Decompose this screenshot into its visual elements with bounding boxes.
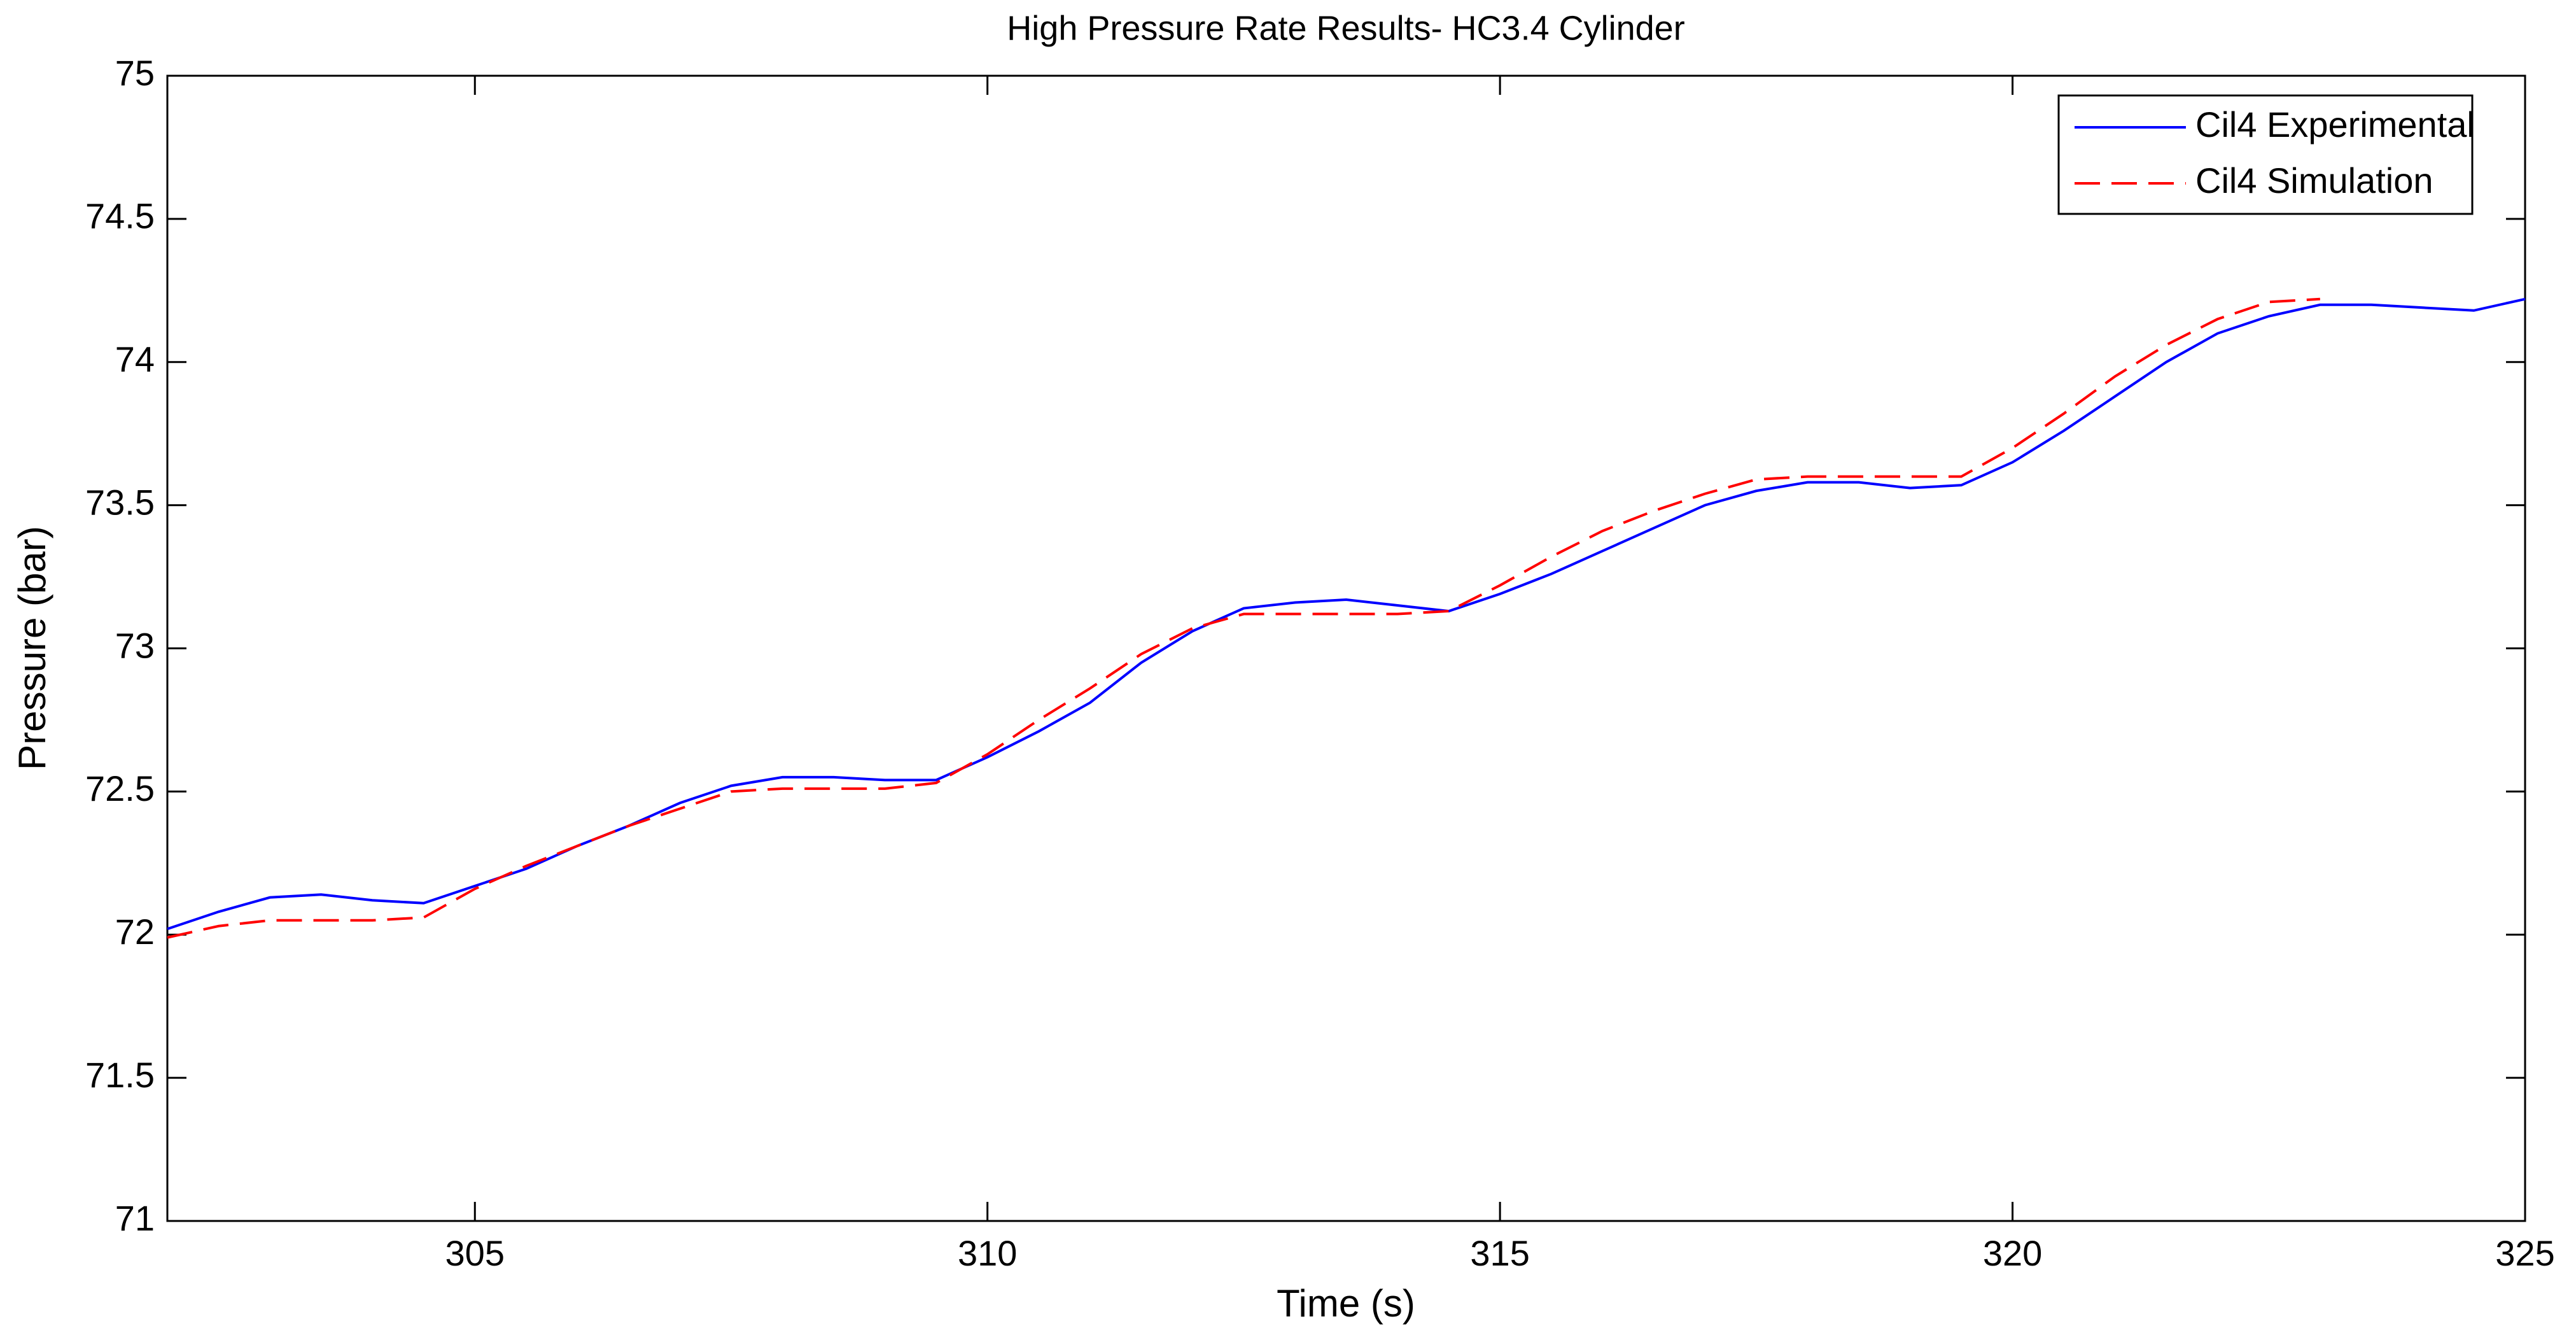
x-tick-label: 320 bbox=[1983, 1233, 2042, 1273]
y-tick-label: 75 bbox=[115, 53, 155, 93]
x-tick-label: 305 bbox=[445, 1233, 505, 1273]
plot-area bbox=[166, 74, 2526, 1222]
y-tick-label: 72 bbox=[115, 912, 155, 952]
legend-label: Cil4 Simulation bbox=[2195, 160, 2433, 201]
y-tick-label: 71.5 bbox=[85, 1055, 155, 1095]
y-tick-label: 73.5 bbox=[85, 482, 155, 522]
y-tick-label: 74 bbox=[115, 339, 155, 379]
chart-title: High Pressure Rate Results- HC3.4 Cylind… bbox=[1007, 9, 1684, 47]
y-tick-label: 74.5 bbox=[85, 196, 155, 236]
y-tick-label: 71 bbox=[115, 1198, 155, 1238]
x-tick-label: 325 bbox=[2495, 1233, 2554, 1273]
y-tick-label: 73 bbox=[115, 625, 155, 665]
data-line bbox=[167, 297, 2320, 939]
legend-box bbox=[2057, 94, 2474, 215]
legend-label: Cil4 Experimental bbox=[2195, 104, 2475, 145]
x-tick-label: 315 bbox=[1470, 1233, 1529, 1273]
x-tick-label: 310 bbox=[958, 1233, 1017, 1273]
y-tick-label: 72.5 bbox=[85, 768, 155, 808]
x-axis-label: Time (s) bbox=[1277, 1282, 1415, 1325]
y-axis-label: Pressure (bar) bbox=[11, 526, 53, 770]
